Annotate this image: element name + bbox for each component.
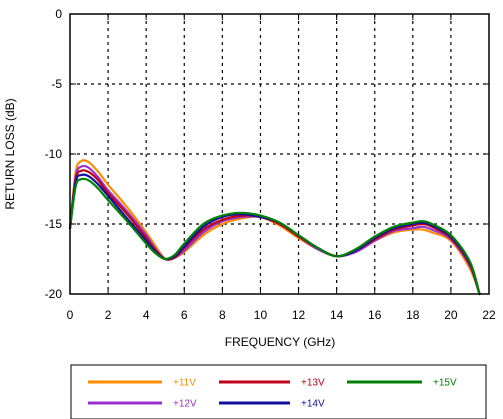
y-axis-title: RETURN LOSS (dB) [3, 98, 17, 209]
legend-label: +14V [301, 399, 325, 410]
x-tick-label: 18 [406, 308, 420, 322]
y-tick-labels: 0 -5 -10 -15 -20 [45, 7, 63, 301]
x-tick-label: 8 [219, 308, 226, 322]
x-tick-label: 2 [105, 308, 112, 322]
y-tick-label: -10 [45, 147, 63, 161]
axis-ticks [69, 13, 490, 295]
legend: +11V +12V +13V +14V +15V [88, 378, 457, 410]
x-tick-label: 22 [482, 308, 496, 322]
legend-box [70, 364, 487, 419]
series-line-15v [68, 177, 481, 296]
x-tick-label: 0 [67, 308, 74, 322]
series-line-11v [68, 159, 481, 296]
legend-label: +11V [173, 378, 196, 389]
y-tick-label: -20 [45, 287, 63, 301]
series-line-12v [68, 164, 481, 296]
x-tick-labels: 0 2 4 6 8 10 12 14 16 18 20 22 [67, 308, 496, 322]
legend-label: +12V [173, 399, 197, 410]
y-tick-label: -15 [45, 217, 63, 231]
legend-label: +13V [301, 378, 325, 389]
legend-label: +15V [433, 378, 457, 389]
plot-frame [69, 13, 490, 295]
x-tick-label: 14 [330, 308, 344, 322]
x-tick-label: 20 [444, 308, 458, 322]
series-line-14v [68, 173, 481, 296]
x-tick-label: 10 [254, 308, 268, 322]
x-tick-label: 6 [181, 308, 188, 322]
x-axis-title: FREQUENCY (GHz) [225, 335, 335, 349]
y-tick-label: -5 [51, 77, 62, 91]
x-tick-label: 16 [368, 308, 382, 322]
y-tick-label: 0 [55, 7, 62, 21]
x-tick-label: 4 [143, 308, 150, 322]
series-group [68, 159, 481, 296]
x-tick-label: 12 [292, 308, 306, 322]
series-line-13v [68, 169, 481, 296]
grid-lines [70, 14, 489, 294]
